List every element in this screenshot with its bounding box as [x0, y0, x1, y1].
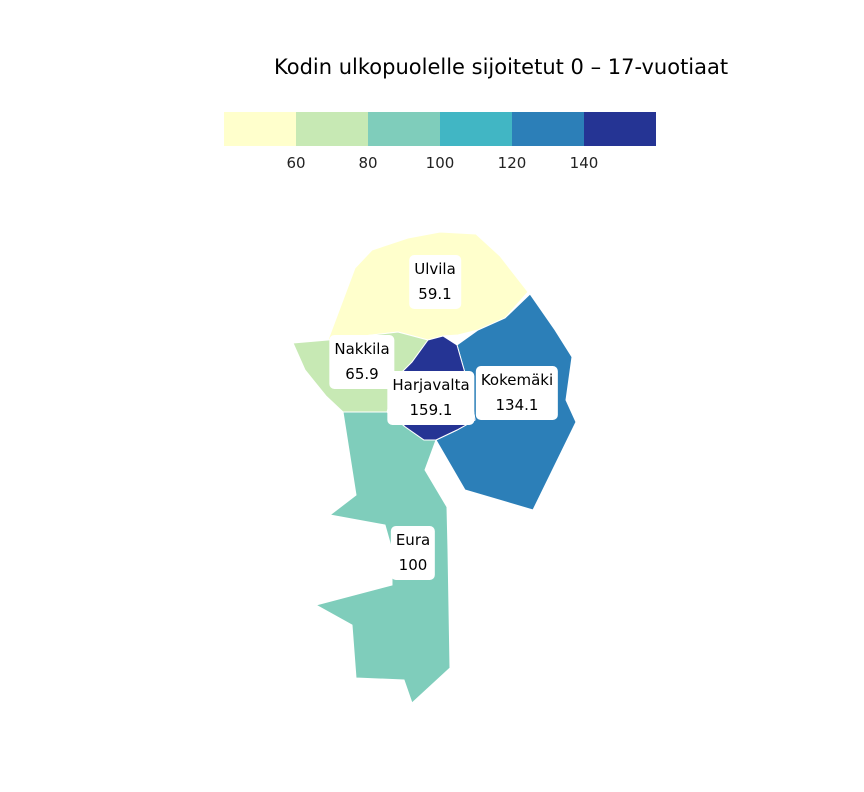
region-name: Eura [395, 531, 431, 549]
region-name: Kokemäki [480, 371, 554, 389]
region-value: 65.9 [345, 365, 379, 383]
legend-swatch-2 [296, 112, 368, 146]
legend-swatch-4 [440, 112, 512, 146]
label-harjavalta: Harjavalta 159.1 [387, 371, 475, 425]
region-value: 134.1 [495, 396, 539, 414]
label-eura: Eura 100 [390, 526, 436, 580]
legend-swatch-5 [512, 112, 584, 146]
region-name: Nakkila [334, 340, 390, 358]
legend-swatch-6 [584, 112, 656, 146]
label-ulvila: Ulvila 59.1 [409, 255, 461, 309]
legend-swatch-3 [368, 112, 440, 146]
legend-tick-100: 100 [425, 154, 455, 172]
map-title: Kodin ulkopuolelle sijoitetut 0 – 17-vuo… [274, 55, 729, 79]
legend-swatch-1 [224, 112, 296, 146]
region-name: Ulvila [414, 260, 456, 278]
region-value: 59.1 [418, 285, 452, 303]
legend-tick-60: 60 [286, 154, 306, 172]
label-nakkila: Nakkila 65.9 [329, 335, 395, 389]
region-name: Harjavalta [392, 376, 470, 394]
legend-tick-140: 140 [569, 154, 599, 172]
region-value: 100 [398, 556, 428, 574]
region-value: 159.1 [409, 401, 453, 419]
legend-tick-80: 80 [358, 154, 378, 172]
legend-tick-120: 120 [497, 154, 527, 172]
label-kokemaki: Kokemäki 134.1 [475, 366, 559, 420]
